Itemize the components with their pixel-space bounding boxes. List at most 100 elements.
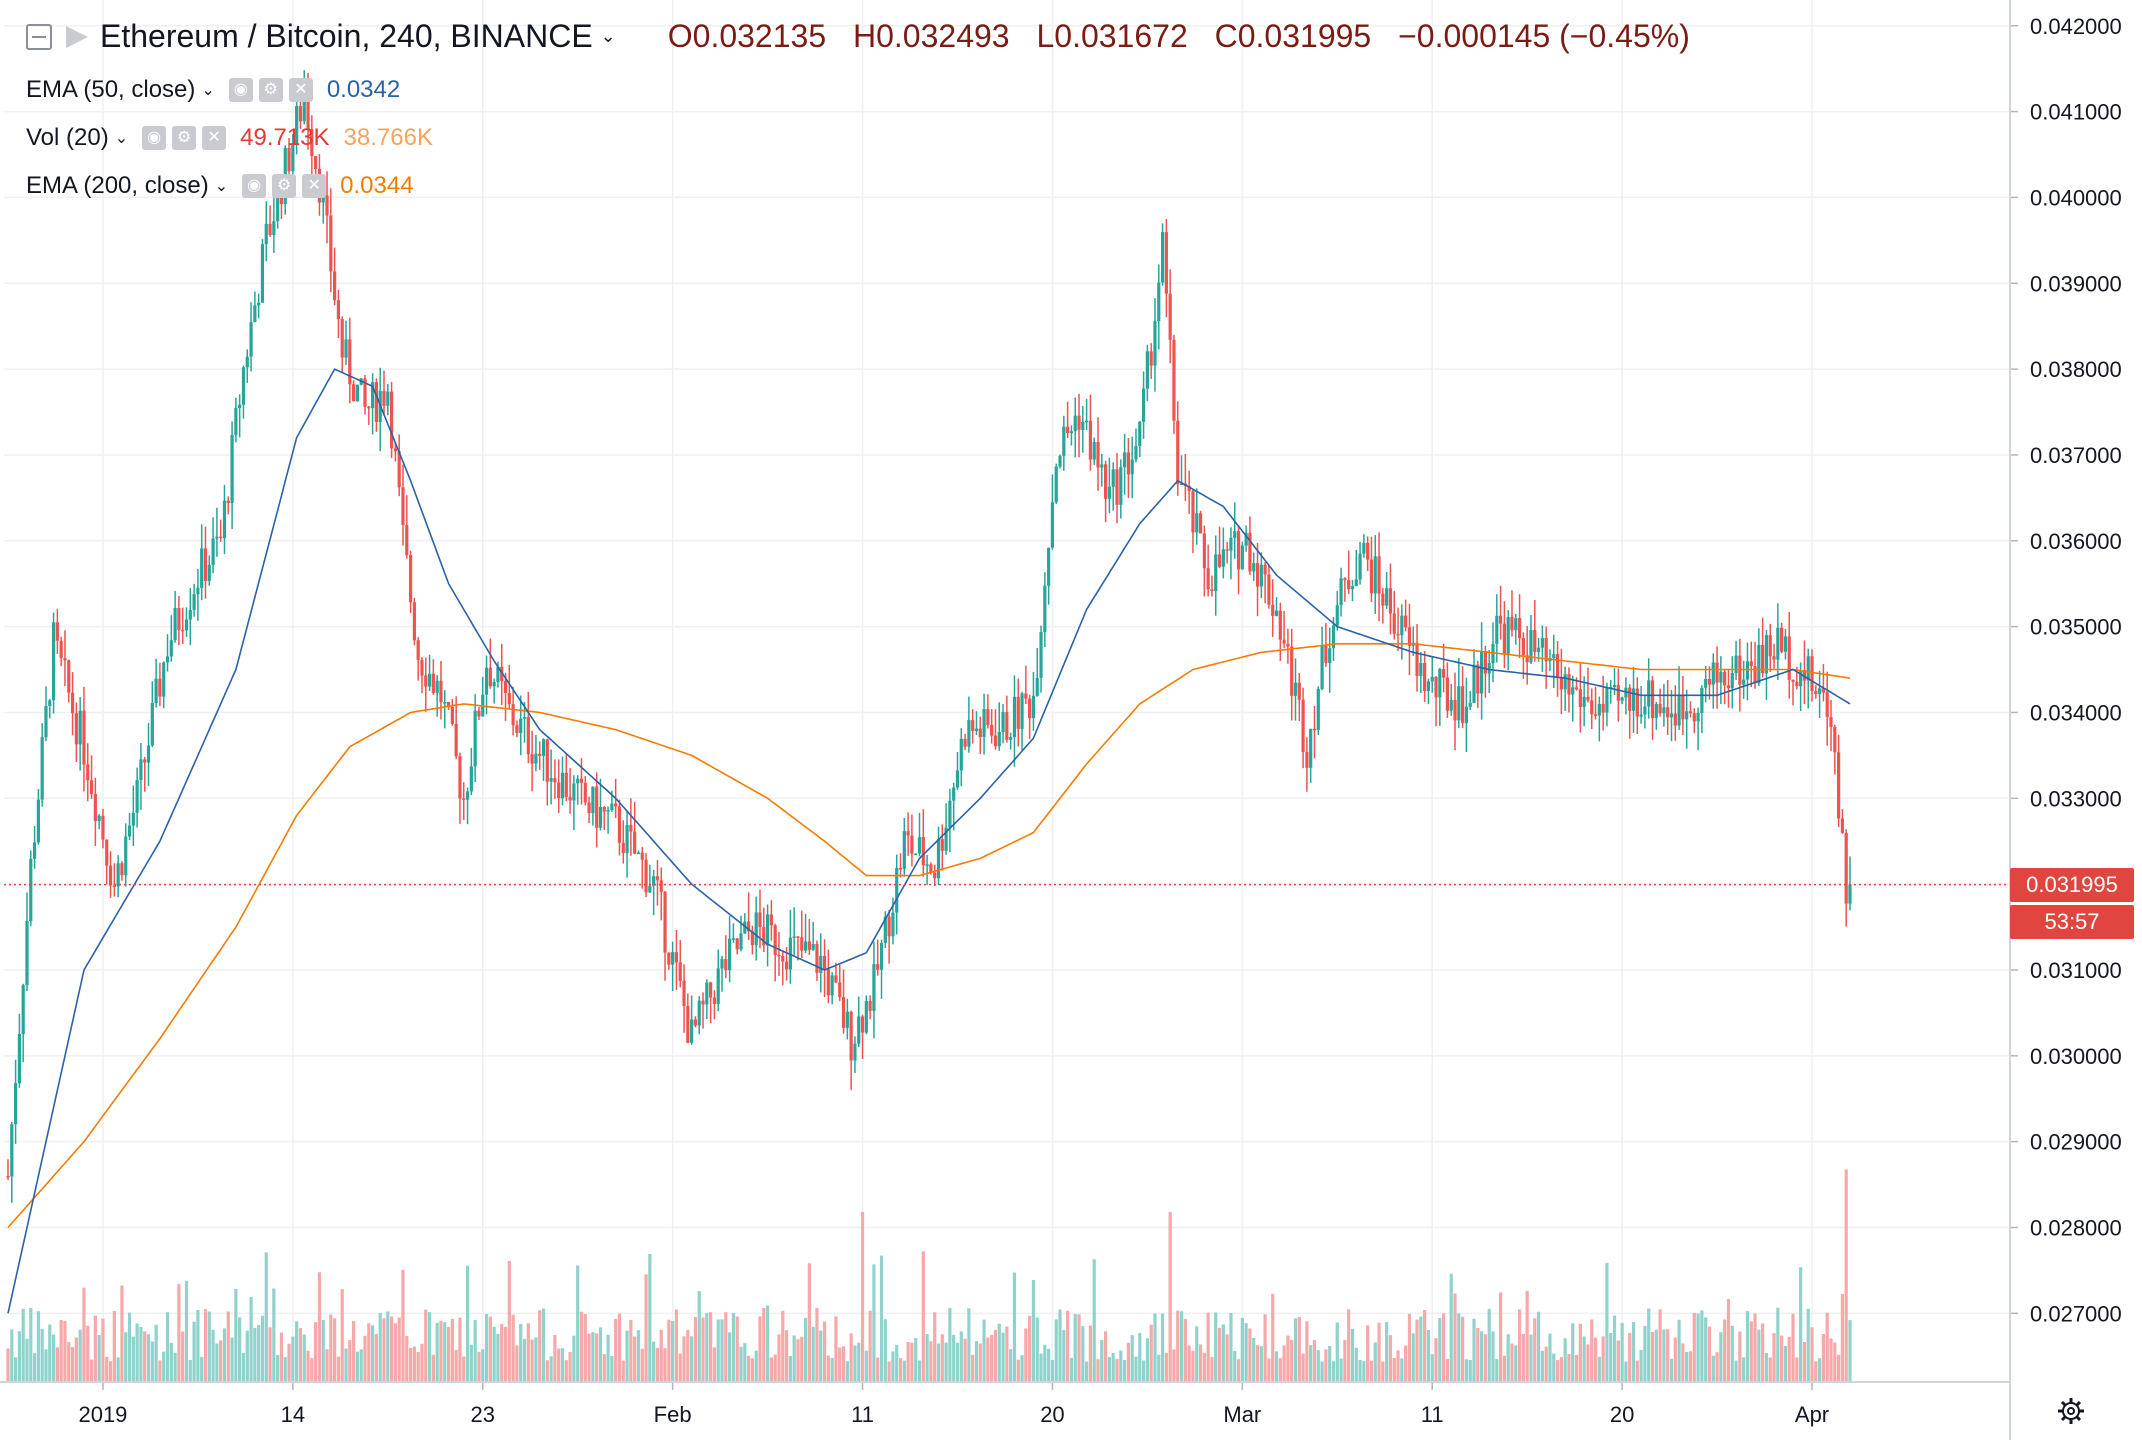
legend-volume[interactable]: Vol (20) ⌄ ◉ ⚙ ✕ 49.713K 38.766K xyxy=(26,120,433,156)
volume-bar xyxy=(735,1316,739,1382)
symbol-title[interactable]: Ethereum / Bitcoin, 240, BINANCE xyxy=(100,18,593,54)
candle-body xyxy=(1073,415,1077,432)
volume-bar xyxy=(864,1350,868,1382)
volume-bar xyxy=(264,1252,268,1382)
chevron-down-icon[interactable]: ⌄ xyxy=(114,130,129,147)
volume-bar xyxy=(1764,1352,1769,1382)
volume-bar xyxy=(241,1353,246,1382)
candle-body xyxy=(291,143,295,172)
close-icon[interactable]: ✕ xyxy=(288,78,313,102)
volume-bar xyxy=(1172,1349,1176,1382)
candle-body xyxy=(1791,679,1795,682)
gear-icon[interactable]: ⚙ xyxy=(272,174,297,198)
volume-bar xyxy=(1039,1353,1043,1382)
candle-body xyxy=(264,223,268,245)
chart-settings-gear-icon[interactable] xyxy=(2056,1396,2086,1426)
candle-body xyxy=(1385,588,1389,606)
volume-bar xyxy=(921,1251,925,1382)
candle-body xyxy=(371,382,375,408)
volume-bar xyxy=(974,1341,979,1382)
volume-bar xyxy=(591,1332,595,1382)
candle-body xyxy=(997,732,1001,747)
candle-body xyxy=(32,842,37,859)
candle-body xyxy=(1620,697,1624,701)
volume-bar xyxy=(1366,1325,1370,1382)
candle-body xyxy=(302,96,306,122)
gear-icon[interactable]: ⚙ xyxy=(258,78,283,102)
volume-bar xyxy=(446,1326,451,1382)
volume-bar xyxy=(1282,1345,1286,1382)
volume-bar xyxy=(1821,1334,1826,1382)
candle-body xyxy=(883,916,887,943)
candle-body xyxy=(633,831,637,854)
volume-bar xyxy=(1271,1293,1275,1382)
volume-bar xyxy=(367,1323,371,1382)
candle-body xyxy=(1335,605,1339,626)
candle-body xyxy=(484,667,489,695)
volume-bar xyxy=(1119,1350,1123,1382)
volume-bar xyxy=(860,1212,865,1382)
candle-body xyxy=(1745,661,1750,680)
volume-bar xyxy=(1233,1350,1237,1382)
legend-ema50[interactable]: EMA (50, close) ⌄ ◉ ⚙ ✕ 0.0342 xyxy=(26,72,400,108)
volume-bar xyxy=(1593,1337,1598,1382)
candle-body xyxy=(238,404,242,408)
collapse-icon[interactable] xyxy=(26,23,52,50)
candle-body xyxy=(1533,629,1537,652)
candle-body xyxy=(1662,707,1666,714)
candle-body xyxy=(659,880,663,892)
candle-body xyxy=(1685,711,1689,720)
volume-bar xyxy=(1468,1359,1472,1382)
candle-body xyxy=(446,702,451,708)
candle-body xyxy=(522,717,527,719)
candle-body xyxy=(678,962,682,981)
candle-body xyxy=(450,707,454,724)
volume-bar xyxy=(458,1317,462,1382)
eye-icon[interactable]: ◉ xyxy=(228,78,253,102)
volume-bar xyxy=(500,1323,504,1382)
candle-body xyxy=(803,941,808,951)
volume-bar xyxy=(944,1342,948,1382)
volume-bar xyxy=(1183,1318,1187,1382)
volume-bar xyxy=(519,1323,523,1382)
volume-bar xyxy=(978,1343,982,1382)
close-icon[interactable]: ✕ xyxy=(202,126,227,150)
candle-body xyxy=(667,952,671,965)
volume-bar xyxy=(621,1360,625,1382)
volume-bar xyxy=(598,1327,603,1382)
volume-bar xyxy=(108,1361,113,1382)
candle-body xyxy=(1339,578,1343,606)
candle-body xyxy=(1840,818,1845,833)
legend-ema200[interactable]: EMA (200, close) ⌄ ◉ ⚙ ✕ 0.0344 xyxy=(26,168,414,204)
price-axis[interactable]: 0.042000 0.041000 0.040000 0.039000 0.038000… xyxy=(2009,0,2122,1440)
volume-bar xyxy=(697,1290,701,1382)
volume-bar xyxy=(1096,1359,1100,1382)
flag-icon[interactable] xyxy=(66,25,88,48)
candle-body xyxy=(230,434,234,504)
volume-bar xyxy=(773,1354,777,1382)
volume-bar xyxy=(306,1350,310,1382)
y-tick-label: 0.039000 xyxy=(2030,271,2122,296)
chevron-down-icon[interactable]: ⌄ xyxy=(600,26,616,46)
y-tick-label: 0.038000 xyxy=(2030,357,2122,382)
candle-body xyxy=(705,982,709,1005)
close-icon[interactable]: ✕ xyxy=(302,174,327,198)
volume-bar xyxy=(1590,1319,1594,1382)
candle-body xyxy=(1643,706,1647,715)
eye-icon[interactable]: ◉ xyxy=(142,126,167,150)
chevron-down-icon[interactable]: ⌄ xyxy=(201,82,215,99)
candle-body xyxy=(1848,884,1852,904)
candle-body xyxy=(640,852,644,860)
eye-icon[interactable]: ◉ xyxy=(242,174,267,198)
gear-icon[interactable]: ⚙ xyxy=(172,126,197,150)
candle-body xyxy=(420,659,424,676)
volume-bar xyxy=(1837,1354,1841,1382)
chevron-down-icon[interactable]: ⌄ xyxy=(214,178,229,195)
candle-body xyxy=(902,831,906,869)
candle-body xyxy=(397,451,401,488)
volume-bar xyxy=(746,1355,751,1382)
volume-bar xyxy=(1677,1319,1681,1382)
time-axis[interactable]: 2019 14 23 Feb 11 20 Mar 11 20 Apr xyxy=(0,1381,2010,1427)
volume-bar xyxy=(906,1342,910,1382)
